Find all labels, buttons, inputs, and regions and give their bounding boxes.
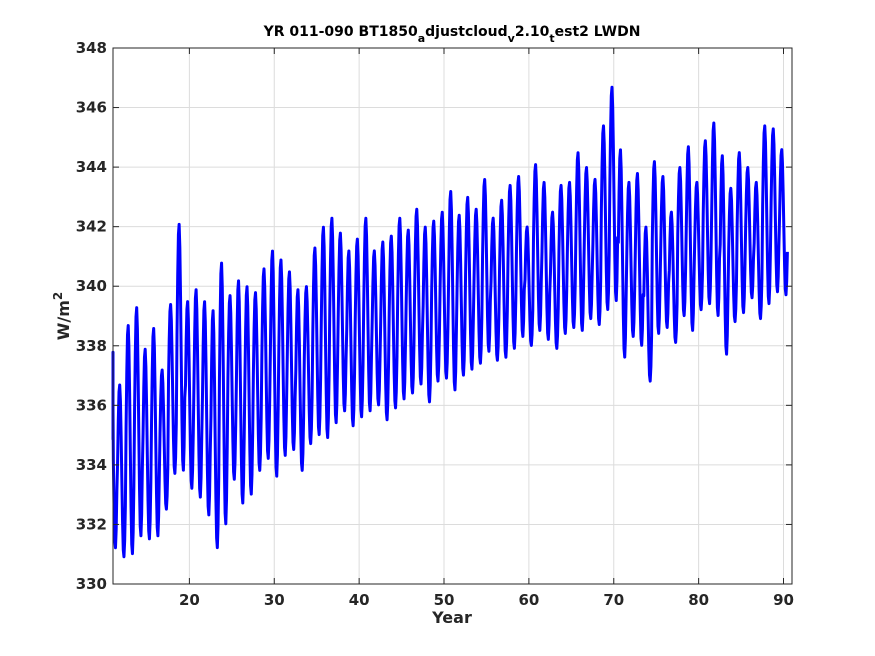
- x-tick-label: 60: [518, 591, 539, 609]
- x-tick-label: 70: [603, 591, 624, 609]
- y-tick-label: 342: [76, 218, 107, 236]
- y-tick-label: 334: [76, 456, 107, 474]
- data-series: [111, 85, 789, 559]
- x-tick-label: 30: [264, 591, 285, 609]
- y-tick-label: 340: [76, 277, 107, 295]
- y-tick-label: 338: [76, 337, 107, 355]
- chart-title: YR 011-090 BT1850adjustcloudv2.10test2 L…: [263, 24, 641, 45]
- y-tick-label: 336: [76, 396, 107, 414]
- y-tick-label: 348: [76, 39, 107, 57]
- ticks: 20 30 40 50 60 70 80 90 330 332 334 336 338 340 342 344…: [76, 39, 794, 609]
- lwdn-series-line: [111, 85, 789, 559]
- y-axis-label: W/m2: [51, 292, 73, 341]
- y-tick-label: 332: [76, 515, 107, 533]
- x-axis-label: Year: [431, 608, 472, 627]
- axes-box: [112, 47, 793, 585]
- x-tick-label: 80: [688, 591, 709, 609]
- x-tick-label: 50: [434, 591, 455, 609]
- y-tick-label: 330: [76, 575, 107, 593]
- x-tick-label: 40: [349, 591, 370, 609]
- y-tick-label: 346: [76, 99, 107, 117]
- x-tick-label: 20: [179, 591, 200, 609]
- x-tick-label: 90: [773, 591, 794, 609]
- y-tick-label: 344: [76, 158, 107, 176]
